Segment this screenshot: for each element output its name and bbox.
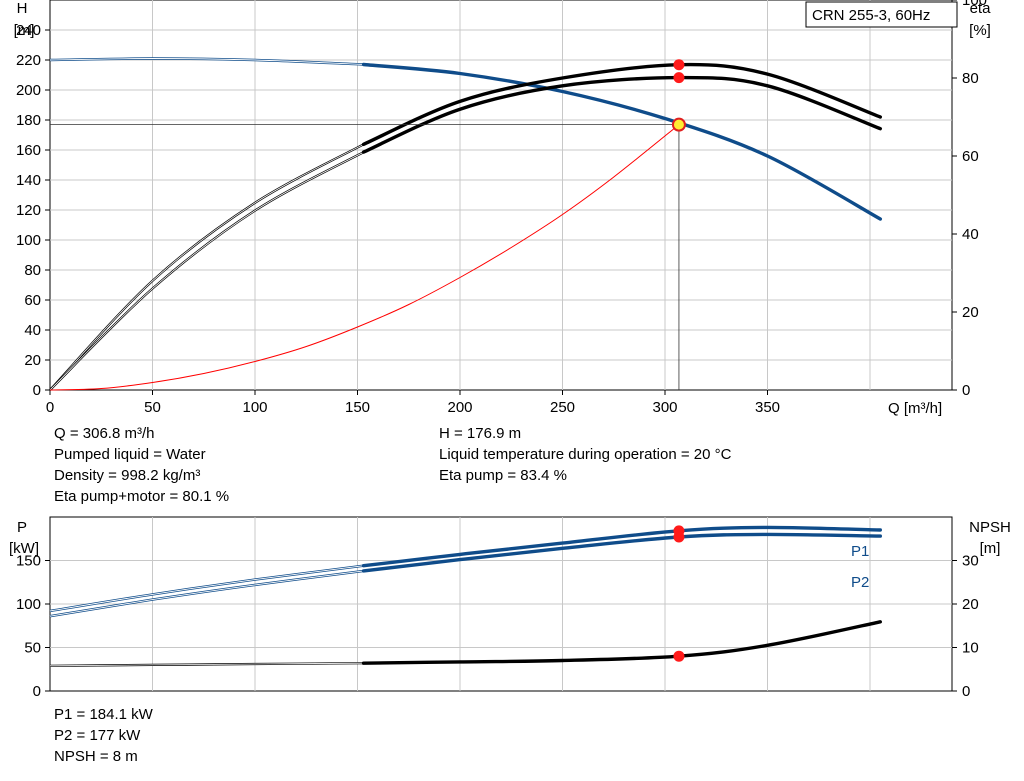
right-tick-label: 40	[962, 226, 979, 243]
system-curve	[49, 124, 680, 391]
bottom-tick-label: 350	[755, 399, 780, 416]
eta-total-marker	[673, 72, 685, 84]
right-tick-label: 100	[962, 0, 987, 9]
bottom-chart-series	[49, 525, 882, 667]
bottom-tick-label: 250	[550, 399, 575, 416]
eta-axis-unit: [%]	[969, 22, 991, 39]
bottom-tick-label: 150	[345, 399, 370, 416]
p1-curve-extended	[49, 565, 364, 612]
right-tick-label: 60	[962, 148, 979, 165]
pump-title-box: CRN 255-3, 60Hz	[805, 1, 958, 28]
plot-frame	[49, 0, 953, 391]
p1-readout: P1 = 184.1 kW	[54, 706, 153, 723]
npsh-axis-label: NPSH	[969, 519, 1011, 536]
duty-info-left: Q = 306.8 m³/h Pumped liquid = Water Den…	[54, 423, 229, 507]
top-chart-grid	[49, 0, 953, 391]
p2-curve	[361, 532, 882, 573]
npsh-curve	[361, 620, 882, 665]
left-tick-label: 100	[16, 596, 41, 613]
right-tick-label: 80	[962, 70, 979, 87]
npsh-curve-extended	[49, 662, 364, 667]
left-tick-label: 200	[16, 82, 41, 99]
left-tick-label: 40	[24, 322, 41, 339]
bottom-chart-axes: 0 50 100 150 0 10 20 30	[16, 553, 979, 701]
h-curve	[361, 62, 882, 221]
top-chart-axes: 0 20 40 60 80 100 120 140 160 180 200 220 240 0 20 40 60…	[16, 0, 987, 416]
eta-pump-marker	[673, 59, 685, 71]
head-readout: H = 176.9 m	[439, 425, 522, 442]
right-tick-label: 0	[962, 382, 970, 399]
right-tick-label: 10	[962, 640, 979, 657]
power-info: P1 = 184.1 kW P2 = 177 kW NPSH = 8 m	[54, 704, 153, 767]
pump-title: CRN 255-3, 60Hz	[812, 7, 930, 24]
density-readout: Density = 998.2 kg/m³	[54, 467, 201, 484]
left-tick-label: 0	[33, 683, 41, 700]
p1-curve	[361, 525, 882, 568]
left-tick-label: 120	[16, 202, 41, 219]
p2-readout: P2 = 177 kW	[54, 727, 141, 744]
bottom-tick-label: 200	[447, 399, 472, 416]
head-axis-unit: [m]	[14, 22, 35, 39]
left-tick-label: 150	[16, 553, 41, 570]
left-tick-label: 20	[24, 352, 41, 369]
p2-curve-extended	[49, 570, 364, 617]
power-axis-unit: [kW]	[9, 540, 39, 557]
power-axis-label: P	[17, 519, 27, 536]
right-tick-label: 0	[962, 683, 970, 700]
left-tick-label: 160	[16, 142, 41, 159]
left-tick-label: 220	[16, 52, 41, 69]
p2-curve-label: P2	[851, 574, 869, 591]
left-tick-label: 240	[16, 22, 41, 39]
bottom-tick-label: 300	[652, 399, 677, 416]
left-tick-label: 80	[24, 262, 41, 279]
npsh-readout: NPSH = 8 m	[54, 748, 138, 765]
head-axis-label: H	[17, 0, 28, 17]
eta-total-readout: Eta pump+motor = 80.1 %	[54, 488, 230, 505]
top-chart-series	[49, 57, 882, 391]
bottom-tick-label: 50	[144, 399, 161, 416]
npsh-axis-unit: [m]	[980, 540, 1001, 557]
right-tick-label: 30	[962, 553, 979, 570]
bottom-tick-label: 100	[242, 399, 267, 416]
left-tick-label: 60	[24, 292, 41, 309]
p1-curve-label: P1	[851, 543, 869, 560]
right-tick-label: 20	[962, 596, 979, 613]
npsh-marker	[673, 650, 685, 662]
duty-point-marker	[671, 117, 686, 132]
left-tick-label: 50	[24, 640, 41, 657]
eta-axis-label: eta	[970, 0, 992, 17]
flow-axis-label: Q [m³/h]	[888, 400, 942, 417]
h-curve-extended	[49, 58, 364, 65]
pumped-liquid-readout: Pumped liquid = Water	[54, 446, 206, 463]
liquid-temperature-readout: Liquid temperature during operation = 20…	[439, 446, 732, 463]
flow-readout: Q = 306.8 m³/h	[54, 425, 155, 442]
eta-total-curve	[361, 75, 882, 154]
bottom-chart-grid	[49, 516, 953, 692]
eta-total-curve-extended	[49, 151, 364, 391]
eta-pump-curve-extended	[49, 143, 364, 391]
left-tick-label: 180	[16, 112, 41, 129]
left-tick-label: 100	[16, 232, 41, 249]
p2-marker	[673, 531, 685, 543]
right-tick-label: 20	[962, 304, 979, 321]
bottom-tick-label: 0	[46, 399, 54, 416]
left-tick-label: 140	[16, 172, 41, 189]
duty-info-right: H = 176.9 m Liquid temperature during op…	[439, 423, 731, 486]
eta-pump-curve	[361, 62, 882, 146]
eta-pump-readout: Eta pump = 83.4 %	[439, 467, 567, 484]
left-tick-label: 0	[33, 382, 41, 399]
